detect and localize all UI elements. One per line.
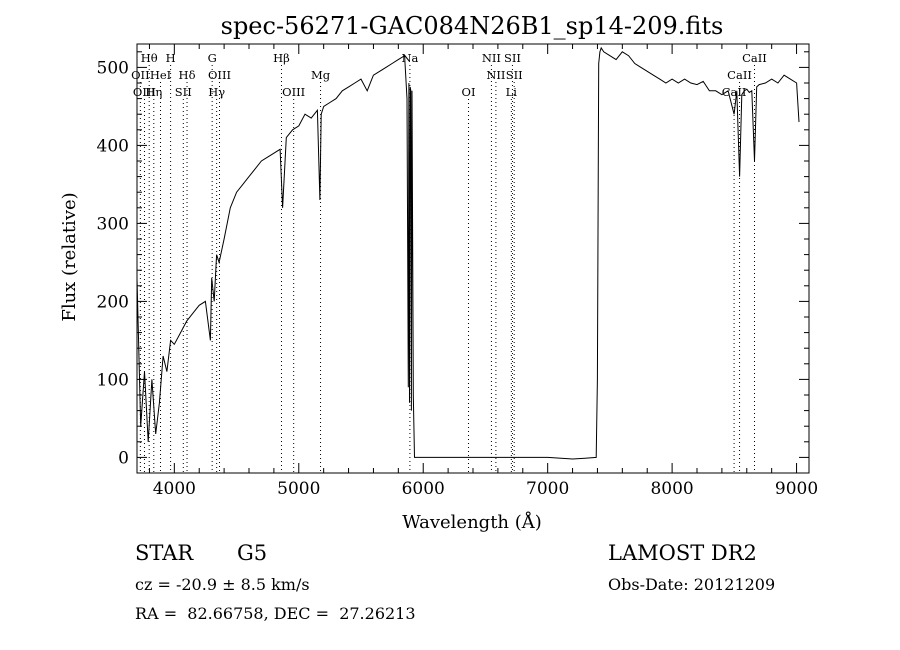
- y-axis-label: Flux (relative): [59, 192, 80, 321]
- object-class: STAR: [135, 541, 194, 565]
- spectral-line-label: H: [166, 51, 176, 65]
- redshift-text: cz = -20.9 ± 8.5 km/s: [135, 575, 310, 594]
- spectral-line-label: SII: [506, 68, 523, 82]
- spectral-line-label: Hβ: [273, 51, 290, 65]
- spectral-line-label: OIII: [133, 85, 156, 99]
- spectral-line-label: Li: [506, 85, 518, 99]
- x-tick-label: 8000: [650, 479, 693, 499]
- series-line: [137, 46, 800, 460]
- spectral-line-label: Hθ: [141, 51, 158, 65]
- spectral-line-label: NII: [482, 51, 501, 65]
- x-tick-label: 6000: [402, 479, 445, 499]
- x-tick-label: 7000: [526, 479, 569, 499]
- spectral-line-label: Hγ: [208, 85, 225, 99]
- spectral-line-label: CaII: [727, 68, 752, 82]
- y-tick-label: 500: [97, 58, 129, 78]
- spectral-line-label: SII: [504, 51, 521, 65]
- y-tick-label: 200: [97, 292, 129, 312]
- y-tick-label: 100: [97, 370, 129, 390]
- survey-name: LAMOST DR2: [608, 541, 757, 565]
- spectral-line-label: OI: [462, 85, 476, 99]
- spectral-line-label: Na: [401, 51, 418, 65]
- spectral-line-label: G: [208, 51, 217, 65]
- chart-title: spec-56271-GAC084N26B1_sp14-209.fits: [221, 12, 724, 40]
- x-tick-label: 5000: [277, 479, 320, 499]
- spectral-line-label: OII: [131, 68, 150, 82]
- x-axis-label: Wavelength (Å): [402, 511, 542, 533]
- y-tick-label: 400: [97, 136, 129, 156]
- axis-ticks: 4000 5000 6000 7000 8000 9000 0 100 200 300 400 500: [97, 44, 818, 499]
- plot-frame: [136, 43, 810, 474]
- coordinates: RA = 82.66758, DEC = 27.26213: [135, 604, 416, 623]
- spectral-line-label: HeI: [150, 68, 171, 82]
- x-tick-label: 4000: [153, 479, 196, 499]
- spectral-line-label: NII: [486, 68, 505, 82]
- object-subclass: G5: [237, 541, 268, 565]
- spectral-line-label: CaII: [742, 51, 767, 65]
- y-tick-label: 0: [118, 448, 129, 468]
- spectral-line-label: Hδ: [179, 68, 196, 82]
- spectral-line-label: Hη: [145, 85, 162, 99]
- spectral-line-label: CaII: [722, 85, 747, 99]
- spectral-line-label: OIII: [208, 68, 231, 82]
- spectral-line-label: Mg: [311, 68, 331, 82]
- x-tick-label: 9000: [775, 479, 818, 499]
- y-tick-label: 300: [97, 214, 129, 234]
- obs-date: Obs-Date: 20121209: [608, 575, 776, 594]
- spectral-line-label: OIII: [282, 85, 305, 99]
- spectral-line-label: SII: [175, 85, 192, 99]
